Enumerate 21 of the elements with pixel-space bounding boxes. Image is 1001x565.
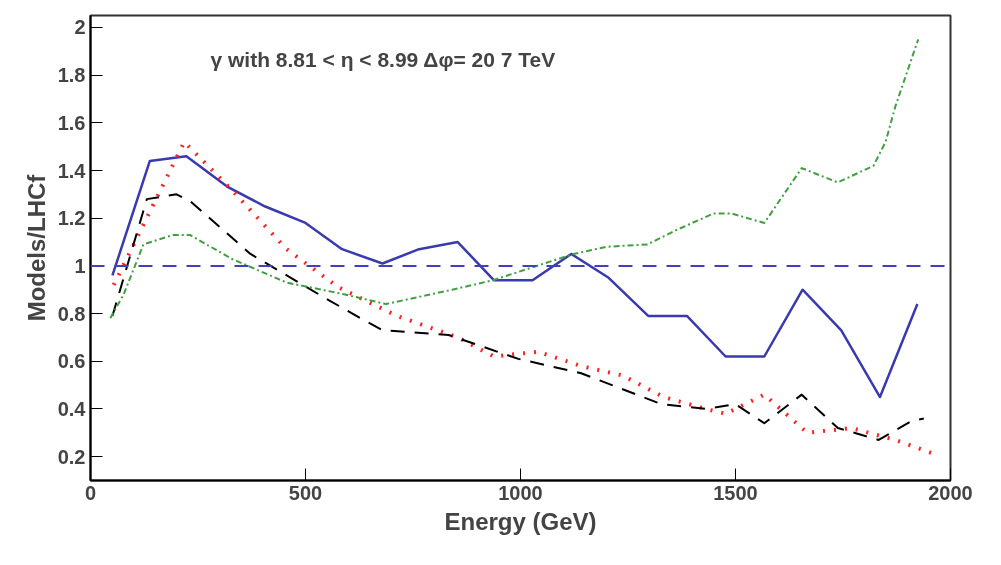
y-axis-title: Models/LHCf [22,173,50,322]
y-tick-label: 0.6 [57,350,86,373]
annotation: γ with 8.81 < η < 8.99 Δφ= 20 7 TeV [210,47,556,71]
x-tick-label: 1500 [713,481,758,504]
y-tick-label: 0.2 [57,445,86,468]
x-tick-label: 1000 [498,481,543,504]
y-tick-label: 1.2 [57,207,86,230]
y-tick-label: 1.8 [57,64,86,87]
x-axis-title: Energy (GeV) [444,507,597,535]
x-tick-label: 2000 [928,481,973,504]
y-tick-label: 0.8 [57,302,86,325]
line-series [111,193,925,441]
x-tick-label: 500 [288,481,323,504]
y-tick-label: 1 [74,254,86,277]
y-tick-label: 0.4 [57,397,87,420]
y-tick-label: 2 [74,16,86,39]
y-tick-label: 1.6 [57,111,86,134]
line-series [111,154,919,399]
x-tick-label: 0 [84,481,97,504]
y-tick-label: 1.4 [57,159,87,182]
line-series [109,38,920,320]
